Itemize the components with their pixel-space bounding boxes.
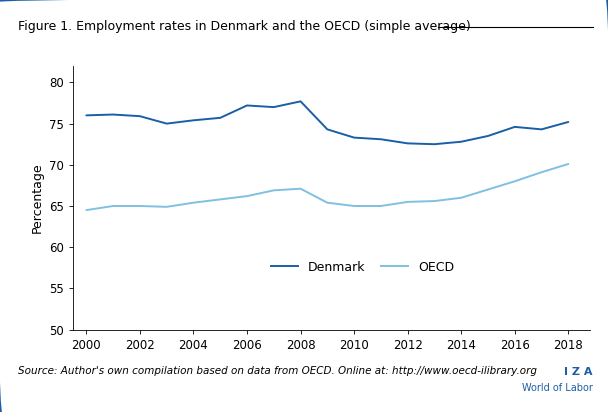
OECD xyxy=(565,162,572,166)
Denmark xyxy=(431,142,438,147)
Text: World of Labor: World of Labor xyxy=(522,384,593,393)
Line: Denmark: Denmark xyxy=(86,101,568,144)
Denmark xyxy=(485,133,492,138)
Text: Source: Author's own compilation based on data from OECD. Online at: http://www.: Source: Author's own compilation based o… xyxy=(18,366,537,376)
Denmark xyxy=(83,113,90,118)
OECD xyxy=(83,208,90,213)
Legend: Denmark, OECD: Denmark, OECD xyxy=(266,255,459,279)
OECD xyxy=(297,186,304,191)
Denmark xyxy=(270,105,277,110)
Denmark xyxy=(109,112,117,117)
OECD xyxy=(485,187,492,192)
Denmark xyxy=(243,103,250,108)
OECD xyxy=(350,204,358,208)
OECD xyxy=(216,197,224,202)
Denmark xyxy=(297,99,304,104)
OECD xyxy=(377,204,384,208)
Line: OECD: OECD xyxy=(86,164,568,210)
Denmark xyxy=(404,141,412,146)
Denmark xyxy=(190,118,197,123)
Text: Figure 1. Employment rates in Denmark and the OECD (simple average): Figure 1. Employment rates in Denmark an… xyxy=(18,20,471,33)
Denmark xyxy=(216,115,224,120)
OECD xyxy=(511,179,519,184)
Text: I Z A: I Z A xyxy=(564,367,593,377)
OECD xyxy=(136,204,143,208)
OECD xyxy=(404,199,412,204)
Denmark xyxy=(538,127,545,132)
OECD xyxy=(538,170,545,175)
OECD xyxy=(323,200,331,205)
OECD xyxy=(458,195,465,200)
OECD xyxy=(431,199,438,204)
OECD xyxy=(190,200,197,205)
Denmark xyxy=(350,135,358,140)
Y-axis label: Percentage: Percentage xyxy=(30,162,44,233)
Denmark xyxy=(565,119,572,124)
Denmark xyxy=(323,127,331,132)
OECD xyxy=(163,204,170,209)
Denmark xyxy=(136,114,143,119)
Denmark xyxy=(458,139,465,144)
OECD xyxy=(243,194,250,199)
Denmark xyxy=(377,137,384,142)
OECD xyxy=(270,188,277,193)
Denmark xyxy=(511,124,519,129)
OECD xyxy=(109,204,117,208)
Denmark xyxy=(163,121,170,126)
